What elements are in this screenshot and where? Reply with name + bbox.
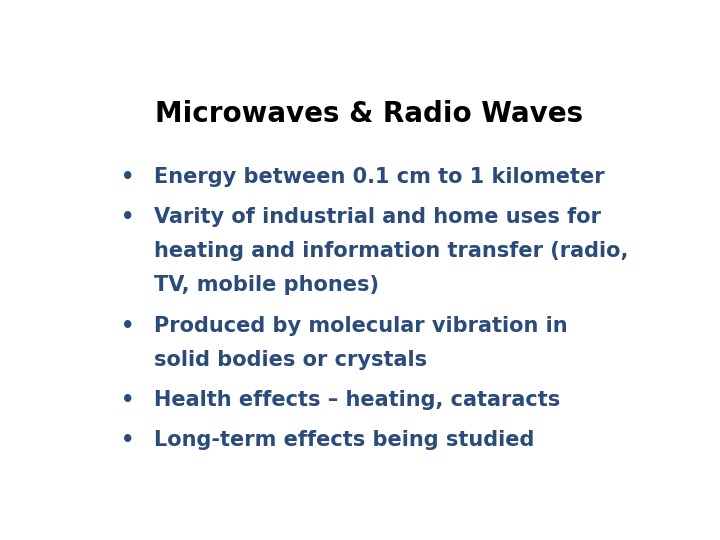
Text: Health effects – heating, cataracts: Health effects – heating, cataracts (154, 390, 560, 410)
Text: Long-term effects being studied: Long-term effects being studied (154, 430, 534, 450)
Text: Energy between 0.1 cm to 1 kilometer: Energy between 0.1 cm to 1 kilometer (154, 167, 605, 187)
Text: Varity of industrial and home uses for: Varity of industrial and home uses for (154, 207, 601, 227)
Text: •: • (121, 390, 134, 410)
Text: •: • (121, 207, 134, 227)
Text: •: • (121, 430, 134, 450)
Text: •: • (121, 315, 134, 335)
Text: heating and information transfer (radio,: heating and information transfer (radio, (154, 241, 629, 261)
Text: TV, mobile phones): TV, mobile phones) (154, 275, 379, 295)
Text: Produced by molecular vibration in: Produced by molecular vibration in (154, 315, 568, 335)
Text: •: • (121, 167, 134, 187)
Text: Microwaves & Radio Waves: Microwaves & Radio Waves (155, 100, 583, 128)
Text: solid bodies or crystals: solid bodies or crystals (154, 349, 427, 369)
